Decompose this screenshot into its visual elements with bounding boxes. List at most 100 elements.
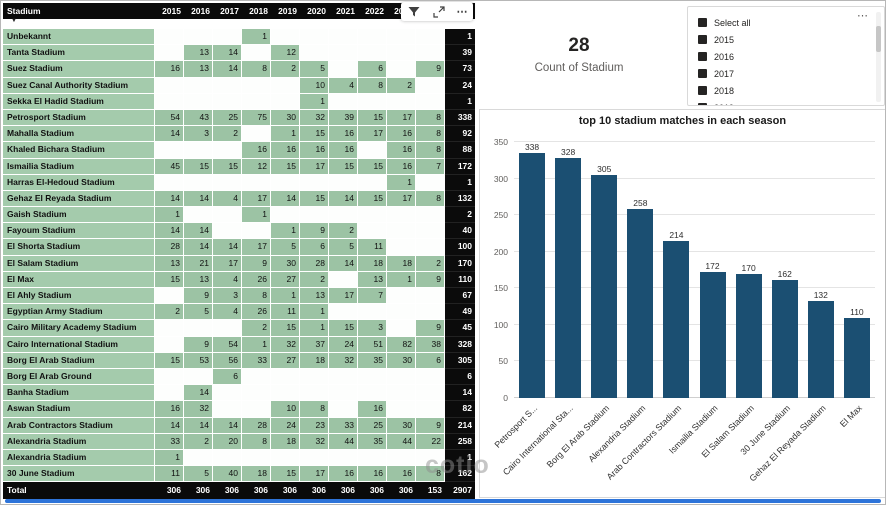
slicer-more-options-icon[interactable]: ⋯ <box>857 10 868 22</box>
matrix-cell[interactable]: 13 <box>184 271 213 288</box>
matrix-cell[interactable]: 33 <box>242 352 271 369</box>
matrix-cell[interactable]: 4 <box>329 77 358 94</box>
matrix-cell[interactable] <box>155 320 184 337</box>
matrix-cell[interactable]: 44 <box>329 433 358 450</box>
matrix-cell[interactable]: 16 <box>329 126 358 143</box>
matrix-cell[interactable]: 16 <box>358 401 387 418</box>
row-header[interactable]: Fayoum Stadium <box>3 223 155 240</box>
matrix-cell[interactable]: 9 <box>184 336 213 353</box>
row-header[interactable]: El Ahly Stadium <box>3 288 155 305</box>
matrix-cell[interactable]: 8 <box>416 190 445 208</box>
matrix-cell[interactable]: 7 <box>358 288 387 305</box>
matrix-cell[interactable]: 8 <box>242 288 271 305</box>
matrix-cell[interactable]: 32 <box>329 352 358 369</box>
matrix-cell[interactable] <box>387 93 416 110</box>
matrix-cell[interactable]: 8 <box>242 433 271 450</box>
matrix-cell[interactable] <box>387 320 416 337</box>
matrix-cell[interactable] <box>387 449 416 467</box>
matrix-cell[interactable]: 14 <box>155 417 184 434</box>
row-total-cell[interactable]: 1 <box>445 29 475 46</box>
matrix-cell[interactable]: 1 <box>387 271 416 288</box>
matrix-cell[interactable]: 27 <box>271 271 300 288</box>
matrix-cell[interactable] <box>184 142 213 159</box>
matrix-cell[interactable]: 9 <box>300 223 329 240</box>
matrix-cell[interactable]: 11 <box>358 239 387 256</box>
matrix-cell[interactable]: 45 <box>155 158 184 175</box>
matrix-cell[interactable] <box>271 385 300 402</box>
row-total-cell[interactable]: 14 <box>445 385 475 402</box>
matrix-cell[interactable]: 15 <box>300 126 329 143</box>
matrix-cell[interactable]: 37 <box>300 336 329 353</box>
matrix-cell[interactable] <box>271 93 300 110</box>
matrix-cell[interactable] <box>155 29 184 46</box>
matrix-cell[interactable]: 32 <box>300 433 329 450</box>
matrix-cell[interactable]: 14 <box>213 239 242 256</box>
matrix-cell[interactable] <box>358 207 387 224</box>
matrix-cell[interactable]: 12 <box>242 158 271 175</box>
matrix-cell[interactable]: 3 <box>184 126 213 143</box>
matrix-cell[interactable]: 13 <box>358 271 387 288</box>
matrix-cell[interactable]: 14 <box>184 223 213 240</box>
matrix-cell[interactable] <box>213 449 242 467</box>
matrix-cell[interactable]: 13 <box>184 61 213 78</box>
matrix-cell[interactable]: 14 <box>213 417 242 434</box>
matrix-cell[interactable] <box>155 385 184 402</box>
column-header-year[interactable]: 2018 <box>249 6 268 16</box>
row-total-cell[interactable]: 328 <box>445 336 475 353</box>
matrix-cell[interactable]: 43 <box>184 109 213 127</box>
column-header-year[interactable]: 2022 <box>365 6 384 16</box>
matrix-cell[interactable] <box>387 61 416 78</box>
matrix-cell[interactable]: 16 <box>329 142 358 159</box>
matrix-cell[interactable] <box>271 449 300 467</box>
matrix-cell[interactable]: 32 <box>271 336 300 353</box>
column-header-year[interactable]: 2021 <box>336 6 355 16</box>
row-header[interactable]: Alexandria Stadium <box>3 433 155 450</box>
matrix-cell[interactable]: 5 <box>184 304 213 321</box>
matrix-cell[interactable]: 2 <box>271 61 300 78</box>
matrix-cell[interactable]: 2 <box>387 77 416 94</box>
row-total-cell[interactable]: 39 <box>445 45 475 62</box>
matrix-cell[interactable]: 8 <box>416 466 445 483</box>
row-total-cell[interactable]: 49 <box>445 304 475 321</box>
matrix-cell[interactable] <box>416 385 445 402</box>
matrix-cell[interactable]: 28 <box>242 417 271 434</box>
matrix-cell[interactable]: 13 <box>300 288 329 305</box>
row-total-cell[interactable]: 1 <box>445 174 475 191</box>
matrix-cell[interactable]: 40 <box>213 466 242 483</box>
row-total-cell[interactable]: 162 <box>445 466 475 483</box>
matrix-cell[interactable]: 15 <box>271 466 300 483</box>
matrix-cell[interactable] <box>155 77 184 94</box>
row-header[interactable]: Sekka El Hadid Stadium <box>3 93 155 110</box>
matrix-cell[interactable] <box>329 93 358 110</box>
matrix-cell[interactable]: 8 <box>300 401 329 418</box>
matrix-cell[interactable]: 1 <box>300 320 329 337</box>
checkbox-icon[interactable] <box>698 69 707 78</box>
column-header-year[interactable]: 2020 <box>307 6 326 16</box>
filter-icon[interactable] <box>407 5 421 19</box>
matrix-cell[interactable]: 14 <box>155 126 184 143</box>
matrix-cell[interactable]: 9 <box>416 320 445 337</box>
row-header[interactable]: Tanta Stadium <box>3 45 155 62</box>
matrix-cell[interactable]: 7 <box>416 158 445 175</box>
row-total-cell[interactable]: 92 <box>445 126 475 143</box>
matrix-cell[interactable] <box>300 29 329 46</box>
matrix-cell[interactable]: 33 <box>155 433 184 450</box>
matrix-cell[interactable] <box>184 93 213 110</box>
matrix-cell[interactable] <box>358 304 387 321</box>
matrix-cell[interactable]: 35 <box>358 352 387 369</box>
matrix-cell[interactable]: 10 <box>271 401 300 418</box>
matrix-cell[interactable] <box>387 29 416 46</box>
row-total-cell[interactable]: 132 <box>445 190 475 208</box>
matrix-cell[interactable] <box>387 304 416 321</box>
row-header[interactable]: El Shorta Stadium <box>3 239 155 256</box>
matrix-cell[interactable]: 6 <box>300 239 329 256</box>
row-header[interactable]: Aswan Stadium <box>3 401 155 418</box>
matrix-cell[interactable]: 22 <box>416 433 445 450</box>
matrix-cell[interactable] <box>387 239 416 256</box>
row-total-cell[interactable]: 82 <box>445 401 475 418</box>
matrix-cell[interactable] <box>213 93 242 110</box>
matrix-cell[interactable]: 10 <box>300 77 329 94</box>
matrix-cell[interactable]: 2 <box>184 433 213 450</box>
checkbox-icon[interactable] <box>698 52 707 61</box>
matrix-cell[interactable] <box>416 401 445 418</box>
